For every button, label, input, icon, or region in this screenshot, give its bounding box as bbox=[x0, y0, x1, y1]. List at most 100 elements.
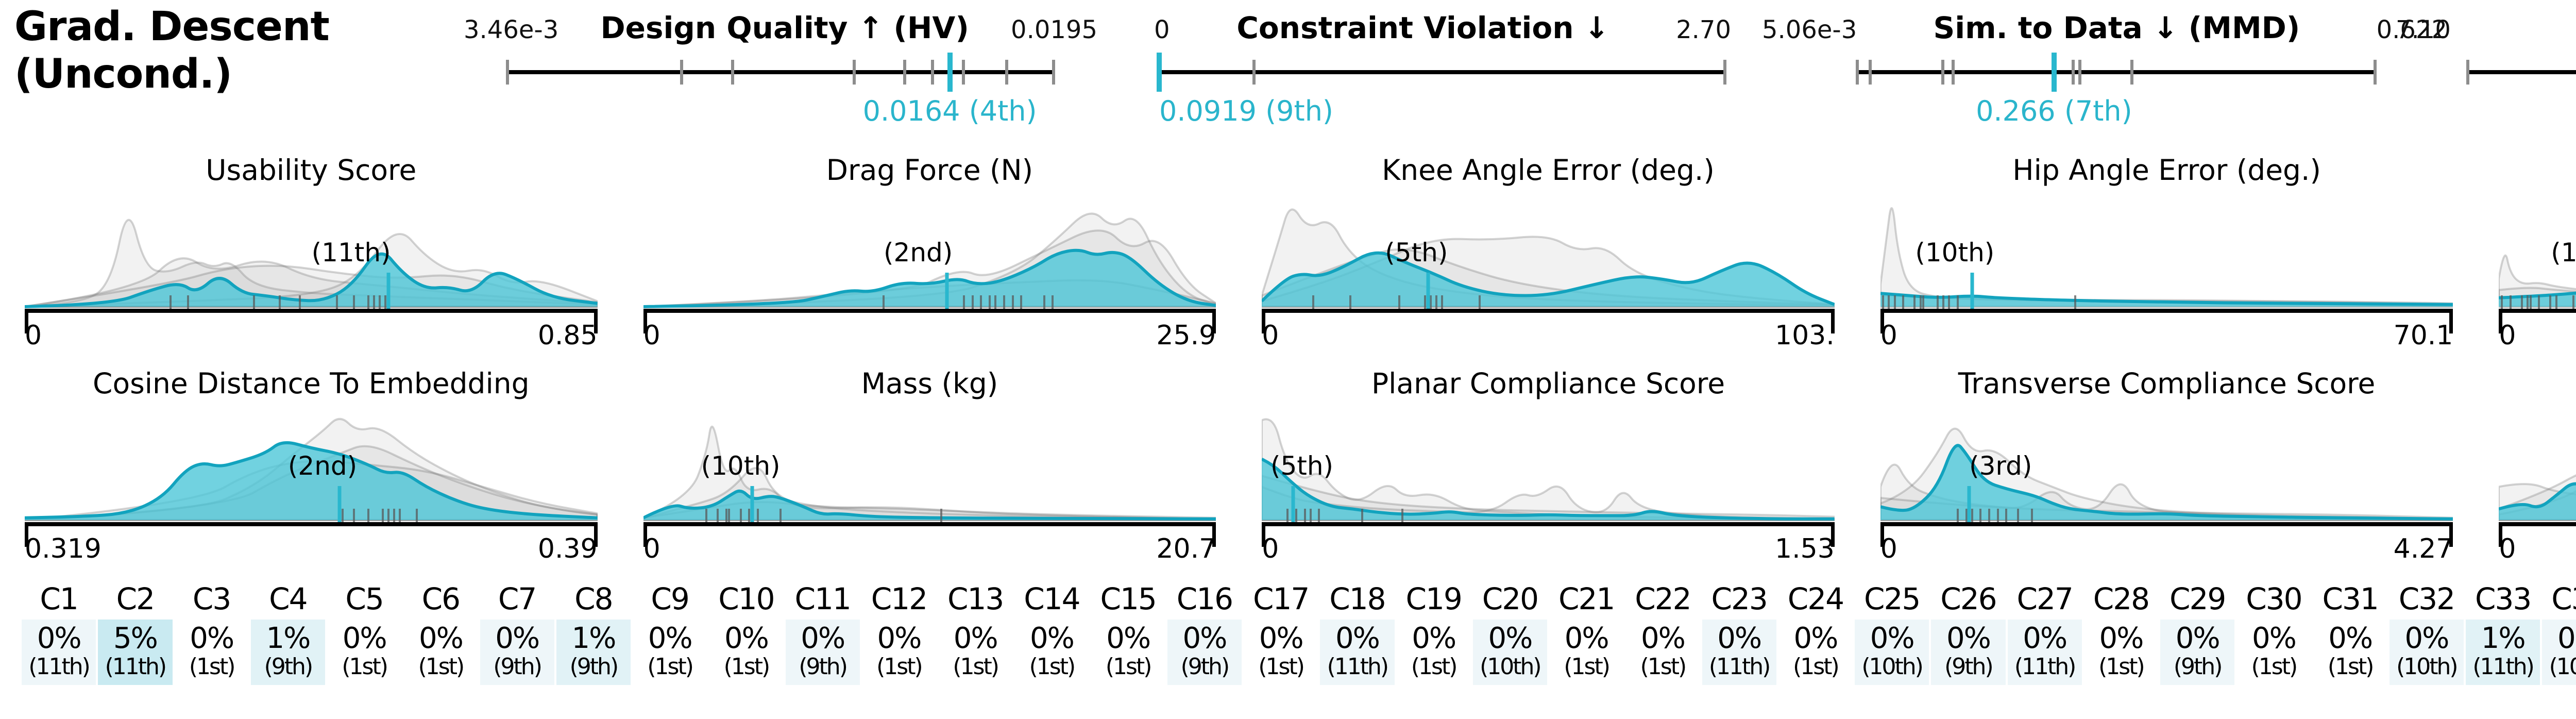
constraint-violation-pct: 0% bbox=[724, 622, 769, 655]
panel-plot-area: (2nd) bbox=[643, 188, 1216, 309]
rug-tick bbox=[2572, 295, 2574, 309]
constraint-cell-c11: C11 0% (9th) bbox=[785, 581, 861, 685]
method-kde-fill bbox=[25, 254, 598, 307]
axis-endcap-right bbox=[1831, 522, 1835, 547]
metric-min-label: 5.06e-3 bbox=[1762, 15, 1857, 44]
rug-tick bbox=[252, 295, 255, 309]
slider-tick bbox=[680, 60, 684, 85]
constraint-label: C18 bbox=[1329, 581, 1386, 616]
panel-drag-force-n: Drag Force (N) (2nd) 0 25.9 bbox=[643, 154, 1216, 351]
slider-tick bbox=[1252, 60, 1256, 85]
baseline-kde-curve-2 bbox=[1262, 485, 1835, 521]
kde-panels-row-2: Cosine Distance To Embedding (2nd) 0.319 0.… bbox=[25, 367, 2576, 564]
rug-tick bbox=[381, 509, 384, 522]
rug-tick bbox=[1882, 295, 1885, 309]
slider-tick bbox=[2466, 60, 2469, 85]
constraint-rank: (11th) bbox=[28, 653, 90, 680]
constraint-rank: (9th) bbox=[569, 653, 619, 680]
constraint-violation-pct: 5% bbox=[113, 622, 158, 655]
constraint-rank: (1st) bbox=[647, 653, 694, 680]
constraint-rank: (11th) bbox=[1708, 653, 1771, 680]
x-axis bbox=[25, 522, 598, 547]
constraint-violation-pct: 1% bbox=[571, 622, 616, 655]
constraint-table: C1 0% (11th) C2 5% (11th) C3 0% (1st) C4 1% (9th) C5… bbox=[21, 581, 2576, 685]
constraint-value-box: 0% (1st) bbox=[938, 620, 1012, 685]
x-axis bbox=[25, 309, 598, 333]
constraint-value-box: 0% (9th) bbox=[785, 620, 860, 685]
rank-annotation: (3rd) bbox=[1969, 451, 2032, 481]
constraint-label: C19 bbox=[1405, 581, 1462, 616]
rug-tick bbox=[399, 509, 401, 522]
constraint-label: C8 bbox=[574, 581, 613, 616]
constraint-label: C17 bbox=[1252, 581, 1310, 616]
rank-annotation: (10th) bbox=[1915, 238, 1995, 267]
slider-tick bbox=[853, 60, 856, 85]
rug-tick bbox=[1956, 509, 1959, 522]
rug-tick bbox=[883, 295, 885, 309]
rug-tick bbox=[739, 509, 742, 522]
axis-endcap-right bbox=[2449, 309, 2453, 333]
axis-endcap-right bbox=[594, 309, 598, 333]
constraint-violation-pct: 0% bbox=[418, 622, 464, 655]
panel-title: Planar Compliance Score bbox=[1371, 367, 1725, 400]
method-kde-fill bbox=[1880, 445, 2453, 520]
kde-curves bbox=[2499, 474, 2576, 521]
selected-sample-marker bbox=[337, 486, 342, 522]
constraint-label: C15 bbox=[1100, 581, 1157, 616]
rug-tick bbox=[1902, 295, 1905, 309]
constraint-label: C26 bbox=[1940, 581, 1997, 616]
panel-arm-angle-error-deg: Arm Angle Error (deg.) (10th) 084.9 bbox=[2499, 154, 2576, 351]
constraint-value-box: 0% (9th) bbox=[480, 620, 554, 685]
panel-title: Arm Angle Error (deg.) bbox=[2499, 154, 2576, 188]
rug-tick bbox=[940, 509, 942, 522]
constraint-cell-c25: C25 0% (10th) bbox=[1854, 581, 1930, 685]
rug-tick bbox=[2500, 295, 2503, 309]
constraint-value-box: 0% (1st) bbox=[2313, 620, 2387, 685]
slider-tick bbox=[903, 60, 906, 85]
constraint-value-box: 0% (1st) bbox=[1014, 620, 1089, 685]
constraint-violation-pct: 1% bbox=[266, 622, 311, 655]
constraint-value-box: 0% (1st) bbox=[175, 620, 249, 685]
constraint-value-box: 0% (1st) bbox=[403, 620, 478, 685]
rug-tick bbox=[1430, 295, 1432, 309]
axis-labels: 0 1.53 bbox=[1262, 526, 1835, 564]
constraint-cell-c4: C4 1% (9th) bbox=[250, 581, 326, 685]
constraint-label: C13 bbox=[947, 581, 1004, 616]
rug-tick bbox=[994, 295, 997, 309]
method-kde-outline bbox=[2499, 482, 2576, 511]
constraint-cell-c8: C8 1% (9th) bbox=[555, 581, 632, 685]
rug-tick bbox=[2549, 295, 2552, 309]
axis-endcap-right bbox=[594, 522, 598, 547]
constraint-violation-pct: 0% bbox=[2099, 622, 2144, 655]
kde-panels-row-1: Usability Score (11th) 0 0.85 Drag Force (N)… bbox=[25, 154, 2576, 351]
constraint-violation-pct: 0% bbox=[801, 622, 845, 655]
panel-planar-compliance-score: Planar Compliance Score (5th) 0 1.53 bbox=[1262, 367, 1835, 564]
rug-tick bbox=[748, 509, 751, 522]
slider-tick bbox=[506, 60, 509, 85]
constraint-cell-c31: C31 0% (1st) bbox=[2312, 581, 2388, 685]
rug-tick bbox=[1318, 509, 1320, 522]
constraint-cell-c26: C26 0% (9th) bbox=[1930, 581, 2006, 685]
constraint-label: C1 bbox=[40, 581, 78, 616]
constraint-rank: (1st) bbox=[2251, 653, 2298, 680]
kde-curves bbox=[25, 219, 598, 308]
rug-tick bbox=[379, 295, 381, 309]
x-max-label: 0.39 bbox=[537, 533, 598, 564]
panel-title: Cosine Distance To Embedding bbox=[93, 367, 530, 400]
rug-tick bbox=[1888, 295, 1890, 309]
constraint-violation-pct: 0% bbox=[1640, 622, 1686, 655]
metric-slider: 12.0 (3rd) bbox=[2466, 51, 2576, 94]
constraint-rank: (9th) bbox=[493, 653, 542, 680]
rug-tick bbox=[187, 295, 189, 309]
axis-endcap-left bbox=[643, 522, 647, 547]
rug-tick bbox=[989, 295, 991, 309]
rug-tick bbox=[367, 295, 369, 309]
constraint-cell-c30: C30 0% (1st) bbox=[2235, 581, 2312, 685]
panel-usability-score: Usability Score (11th) 0 0.85 bbox=[25, 154, 598, 351]
constraint-rank: (1st) bbox=[1105, 653, 1153, 680]
axis-labels: 0 20.7 bbox=[643, 526, 1216, 564]
constraint-violation-pct: 0% bbox=[2251, 622, 2297, 655]
constraint-rank: (1st) bbox=[1258, 653, 1305, 680]
slider-tick bbox=[731, 60, 734, 85]
panel-plot-area: (10th) bbox=[643, 401, 1216, 522]
